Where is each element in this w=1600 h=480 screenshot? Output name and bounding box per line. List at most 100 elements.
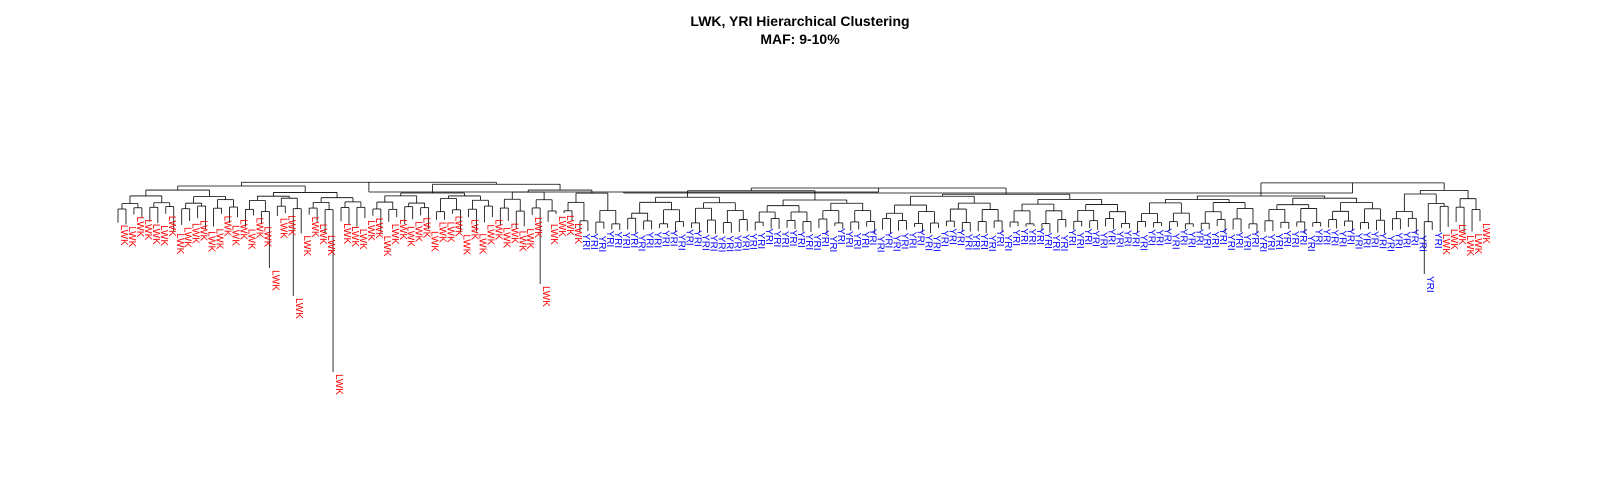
leaf-label: YRI <box>914 229 925 246</box>
leaf-label: YRI <box>1169 233 1180 250</box>
leaf-label: YRI <box>1026 229 1037 246</box>
leaf-label: YRI <box>1337 230 1348 247</box>
leaf-label: YRI <box>668 230 679 247</box>
leaf-label: LWK <box>1464 235 1475 256</box>
leaf-label: YRI <box>843 231 854 248</box>
leaf-label: YRI <box>1384 235 1395 252</box>
leaf-label: LWK <box>277 218 288 239</box>
leaf-label: LWK <box>230 225 241 246</box>
leaf-label: YRI <box>851 233 862 250</box>
leaf-label: LWK <box>261 226 272 247</box>
leaf-label: LWK <box>397 219 408 240</box>
leaf-label: YRI <box>1066 229 1077 246</box>
leaf-label: YRI <box>1289 231 1300 248</box>
leaf-label: LWK <box>333 374 344 395</box>
leaf-label: YRI <box>747 233 758 250</box>
leaf-label: LWK <box>341 223 352 244</box>
leaf-label: YRI <box>891 235 902 252</box>
leaf-label: YRI <box>628 232 639 249</box>
leaf-label: YRI <box>827 236 838 253</box>
leaf-label: YRI <box>588 233 599 250</box>
leaf-label: LWK <box>174 233 185 254</box>
leaf-label: YRI <box>1042 232 1053 249</box>
dendrogram-leaves: LWKLWKLWKLWKLWKLWKLWKLWKLWKLWKLWKLWKLWKL… <box>118 215 1491 395</box>
leaf-label: LWK <box>476 233 487 254</box>
leaf-label: LWK <box>126 226 137 247</box>
leaf-label: LWK <box>405 226 416 247</box>
leaf-label: LWK <box>365 220 376 241</box>
leaf-label: LWK <box>349 226 360 247</box>
leaf-label: YRI <box>1416 235 1427 252</box>
leaf-label: YRI <box>907 232 918 249</box>
leaf-label: YRI <box>1114 231 1125 248</box>
leaf-label: YRI <box>1185 231 1196 248</box>
leaf-label: YRI <box>1138 234 1149 251</box>
leaf-label: YRI <box>899 233 910 250</box>
leaf-label: YRI <box>1145 229 1156 246</box>
leaf-label: LWK <box>421 217 432 238</box>
leaf-label: YRI <box>1153 229 1164 246</box>
leaf-label: YRI <box>620 232 631 249</box>
leaf-label: LWK <box>1440 234 1451 255</box>
leaf-label: LWK <box>325 235 336 256</box>
leaf-label: LWK <box>460 234 471 255</box>
leaf-label: YRI <box>1177 229 1188 246</box>
leaf-label: YRI <box>604 231 615 248</box>
leaf-label: YRI <box>1321 229 1332 246</box>
leaf-label: YRI <box>994 230 1005 247</box>
leaf-label: LWK <box>556 216 567 237</box>
leaf-label: YRI <box>644 232 655 249</box>
leaf-label: YRI <box>1392 232 1403 249</box>
leaf-label: LWK <box>222 216 233 237</box>
leaf-label: YRI <box>652 232 663 249</box>
leaf-label: YRI <box>835 228 846 245</box>
leaf-label: YRI <box>867 229 878 246</box>
leaf-label: YRI <box>1193 229 1204 246</box>
leaf-label: LWK <box>206 231 217 252</box>
leaf-label: YRI <box>1368 231 1379 248</box>
leaf-label: YRI <box>1313 229 1324 246</box>
leaf-label: LWK <box>1480 223 1491 244</box>
leaf-label: YRI <box>803 233 814 250</box>
leaf-label: YRI <box>970 234 981 251</box>
leaf-label: YRI <box>1408 229 1419 246</box>
leaf-label: YRI <box>875 236 886 253</box>
leaf-label: LWK <box>381 236 392 257</box>
leaf-label: YRI <box>684 229 695 246</box>
leaf-label: LWK <box>245 229 256 250</box>
leaf-label: YRI <box>1241 234 1252 251</box>
leaf-label: YRI <box>986 235 997 252</box>
leaf-label: YRI <box>922 234 933 251</box>
leaf-label: YRI <box>1257 235 1268 252</box>
leaf-label: LWK <box>500 227 511 248</box>
leaf-label: YRI <box>811 234 822 251</box>
leaf-label: LWK <box>190 223 201 244</box>
leaf-label: YRI <box>1010 229 1021 246</box>
chart-title: LWK, YRI Hierarchical Clustering MAF: 9-… <box>0 12 1600 48</box>
leaf-label: YRI <box>612 232 623 249</box>
leaf-label: YRI <box>978 233 989 250</box>
leaf-label: YRI <box>1058 235 1069 252</box>
leaf-label: LWK <box>453 216 464 237</box>
leaf-label: YRI <box>946 228 957 245</box>
leaf-label: YRI <box>1329 229 1340 246</box>
leaf-label: YRI <box>930 235 941 252</box>
leaf-label: LWK <box>524 228 535 249</box>
leaf-label: LWK <box>357 229 368 250</box>
title-line-1: LWK, YRI Hierarchical Clustering <box>690 13 910 29</box>
leaf-label: YRI <box>1098 232 1109 249</box>
leaf-label: LWK <box>269 270 280 291</box>
leaf-label: YRI <box>596 236 607 253</box>
leaf-label: LWK <box>564 215 575 236</box>
leaf-label: YRI <box>580 233 591 250</box>
leaf-label: LWK <box>301 235 312 256</box>
leaf-label: LWK <box>484 224 495 245</box>
leaf-label: LWK <box>445 222 456 243</box>
leaf-label: LWK <box>150 224 161 245</box>
leaf-label: YRI <box>636 235 647 252</box>
leaf-label: YRI <box>1297 229 1308 246</box>
leaf-label: LWK <box>309 217 320 238</box>
leaf-label: YRI <box>859 232 870 249</box>
leaf-label: YRI <box>731 235 742 252</box>
